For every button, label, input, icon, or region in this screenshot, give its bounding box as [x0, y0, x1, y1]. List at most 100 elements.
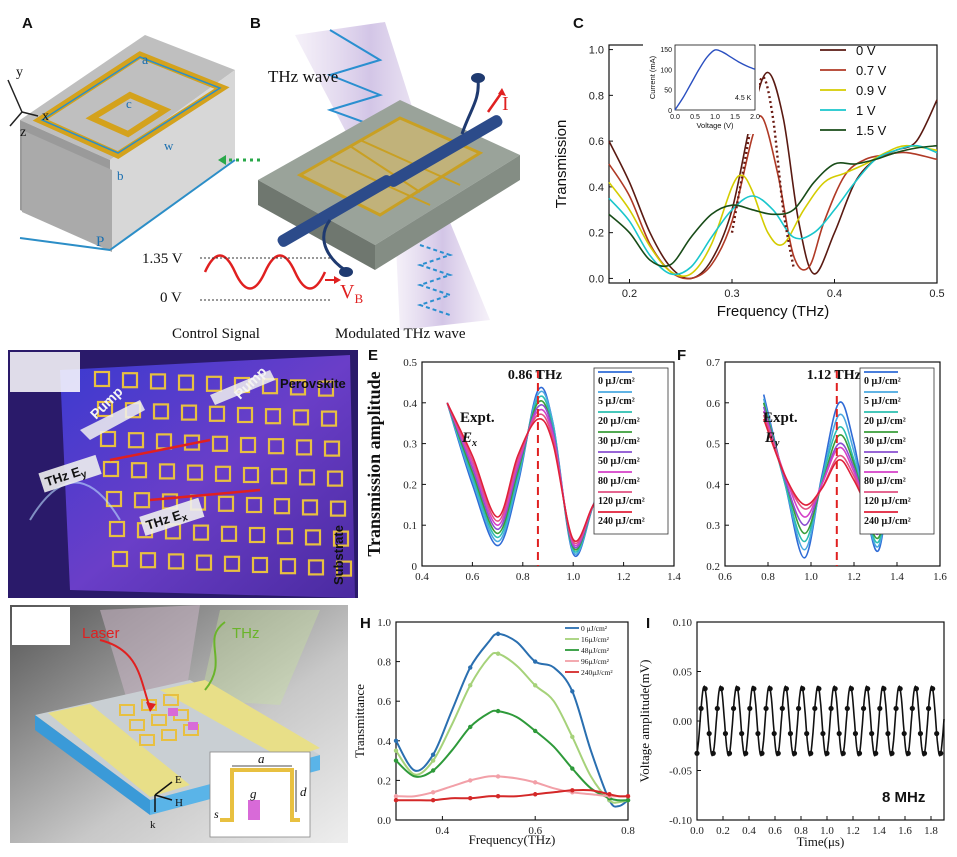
polarization-label: Ey	[764, 430, 780, 449]
metasurface-cell	[220, 525, 238, 542]
legend-e-entry: 0 μJ/cm²	[598, 376, 635, 387]
waveform-marker	[869, 730, 875, 737]
series-h-1-marker	[570, 734, 575, 740]
metasurface-cell	[214, 465, 232, 482]
waveform-marker	[889, 750, 895, 756]
series-h-0-marker	[495, 631, 501, 637]
metasurface-cell	[242, 466, 260, 484]
metasurface-cell	[239, 436, 257, 454]
x-tick-label: 0.6	[718, 571, 732, 583]
x-tick-label: 0.2	[622, 288, 637, 300]
y-tick-label: 0.4	[706, 479, 720, 491]
axis-label-z: z	[20, 125, 26, 140]
y-axis-label: Transmission amplitude	[364, 371, 384, 556]
x-tick-label: 0.6	[768, 825, 782, 837]
waveform-marker	[714, 705, 720, 712]
waveform-marker	[775, 750, 781, 756]
panel-label-f: F	[677, 347, 686, 364]
series-h-2-marker	[625, 798, 631, 803]
x-tick-label: 0.5	[929, 288, 944, 300]
y-tick-label: -0.10	[669, 815, 692, 827]
legend-e-entry: 5 μJ/cm²	[598, 396, 635, 407]
metasurface-cell	[158, 463, 176, 480]
x-tick-label: 0.4	[436, 825, 450, 837]
x-tick-label: 0.8	[516, 571, 530, 583]
legend-e-entry: 120 μJ/cm²	[598, 496, 645, 507]
metasurface-cell	[139, 552, 157, 569]
x-tick-label: 0.3	[724, 288, 739, 300]
legend-h-entry: 48μJ/cm²	[581, 646, 610, 655]
inset-x-tick-label: 0.0	[670, 114, 680, 121]
voltage-high-label: 1.35 V	[142, 251, 183, 267]
y-tick-label: 0.4	[403, 398, 417, 410]
waveform-marker	[783, 686, 789, 692]
waveform-marker	[702, 686, 708, 692]
legend-e-entry: 80 μJ/cm²	[598, 476, 640, 487]
waveform-marker	[787, 730, 794, 737]
panel-label-h: H	[360, 615, 371, 632]
series-h-3-marker	[468, 778, 473, 783]
series-h-4-line	[396, 788, 629, 802]
x-tick-label: 0.2	[716, 825, 730, 837]
y-tick-label: 0.3	[706, 520, 720, 532]
waveform-marker	[840, 750, 846, 756]
series-e-7-line	[446, 402, 612, 543]
metasurface-cell	[320, 410, 338, 427]
waveform-marker	[722, 730, 729, 737]
y-tick-label: 0.0	[377, 815, 391, 827]
waveform-marker	[925, 705, 932, 712]
x-tick-label: 0.4	[415, 571, 429, 583]
inset-iv-curve	[674, 49, 756, 111]
legend-f-entry: 240 μJ/cm²	[864, 516, 911, 527]
illustration-a: y x z a c w b P	[7, 35, 236, 252]
perovskite-label: Perovskite	[280, 376, 346, 391]
unit-a-label: a	[258, 751, 265, 766]
series-h-3-marker	[393, 794, 399, 799]
y-tick-label: 0.8	[377, 657, 391, 669]
waveform-marker	[852, 730, 859, 737]
y-tick-label: 0.6	[589, 136, 604, 148]
series-h-0-marker	[468, 665, 473, 670]
waveform-marker	[771, 730, 777, 737]
y-axis-label: Voltage amplitude(mV)	[637, 660, 652, 783]
substrate-label: Substrate	[331, 525, 346, 585]
y-tick-label: 0.2	[706, 561, 720, 573]
waveform-line	[696, 685, 945, 757]
metasurface-cell	[195, 554, 213, 571]
legend-e-entry: 50 μJ/cm²	[598, 456, 640, 467]
waveform-marker	[917, 730, 924, 737]
series-h-1-marker	[468, 683, 473, 688]
x-tick-label: 0.6	[528, 825, 542, 837]
waveform-marker	[865, 686, 871, 692]
x-tick-label: 0.4	[827, 288, 842, 300]
axis-label-y: y	[16, 65, 23, 80]
chart-f: 0.6 0.8 1.0 1.2 1.4 1.6 0.2 0.3 0.4 0.5 0.6 0.7 1.12…	[706, 357, 947, 583]
waveform-marker	[755, 730, 761, 737]
legend-f-entry: 20 μJ/cm²	[864, 416, 906, 427]
series-h-0-marker	[430, 752, 436, 757]
metasurface-cell	[332, 530, 350, 547]
x-tick-label: 1.4	[667, 571, 681, 583]
metasurface-cell	[301, 499, 319, 516]
series-h-2-marker	[468, 724, 473, 730]
x-tick-label: 1.2	[846, 825, 860, 837]
waveform-marker	[856, 750, 863, 756]
panel-label-e: E	[368, 347, 378, 364]
y-tick-label: 0.0	[589, 273, 604, 285]
control-signal-label: Control Signal	[172, 326, 260, 342]
metasurface-cell	[292, 409, 310, 426]
metasurface-cell	[264, 408, 282, 425]
h-field-label: H	[175, 797, 183, 809]
metasurface-cell	[335, 560, 353, 577]
x-tick-label: 0.8	[621, 825, 635, 837]
waveform-marker	[743, 750, 749, 756]
legend-f-entry: 30 μJ/cm²	[864, 436, 906, 447]
waveform-marker	[881, 686, 887, 692]
inset-y-label: Current (mA)	[648, 55, 657, 99]
inset-x-tick-label: 0.5	[690, 114, 700, 121]
y-tick-label: 0.5	[706, 439, 720, 451]
illustration-d: Pump Pump Perovskite Substrate THz Ey TH…	[8, 350, 358, 598]
metasurface-cell	[276, 528, 294, 545]
metasurface-cell	[167, 553, 185, 570]
legend-h-entry: 16μJ/cm²	[581, 635, 610, 644]
